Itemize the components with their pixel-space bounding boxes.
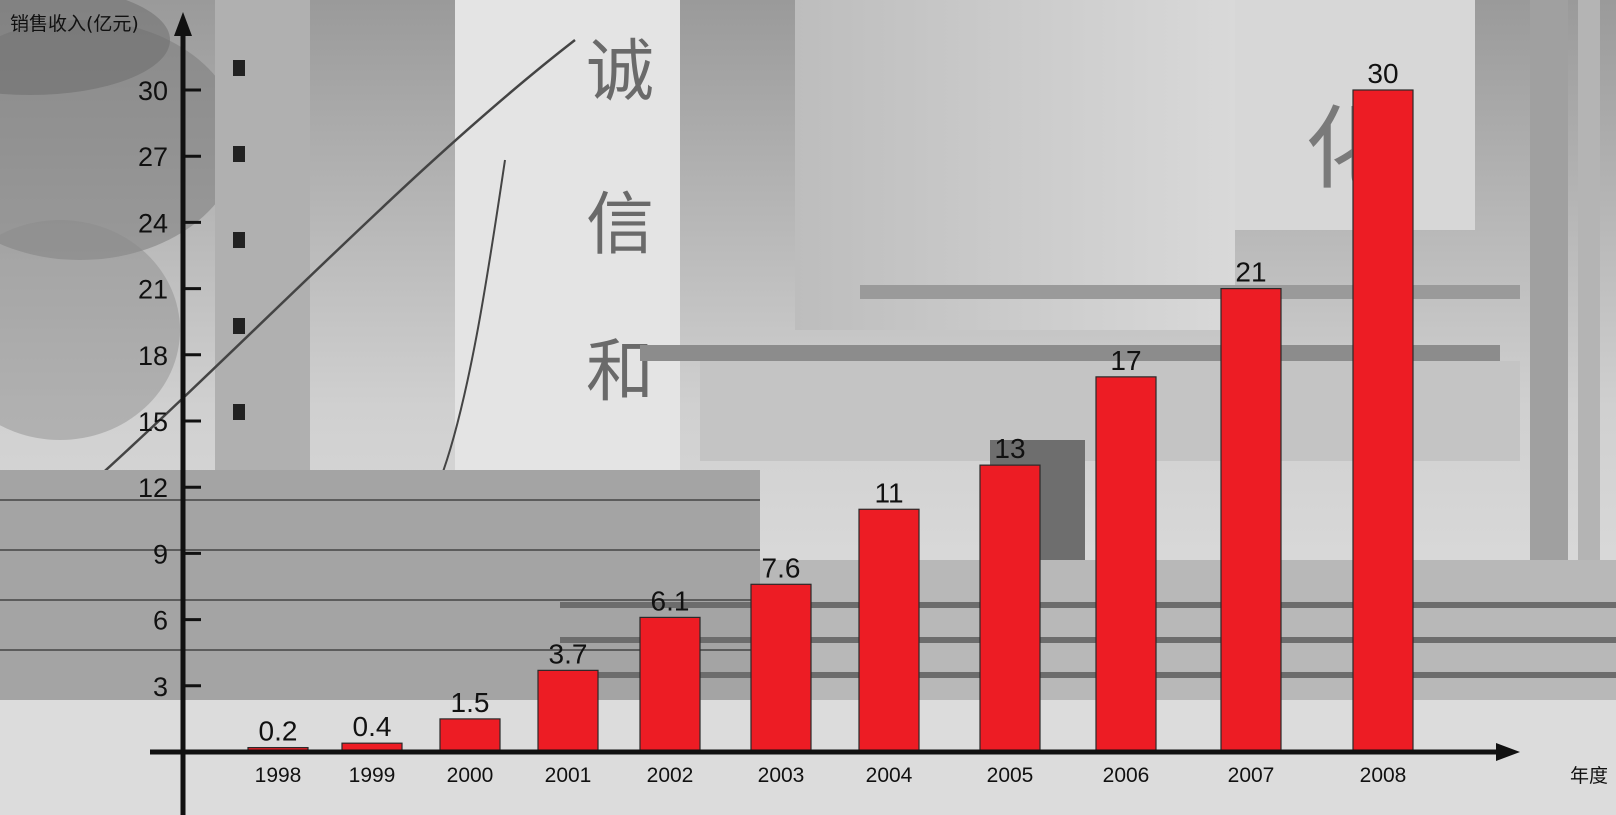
x-tick-2006: 2006 (1103, 764, 1150, 787)
y-tick-6: 6 (153, 606, 168, 636)
y-axis-arrow-icon (174, 12, 192, 36)
y-axis-title: 销售收入(亿元) (10, 13, 139, 35)
x-tick-2005: 2005 (987, 764, 1034, 787)
bar-2003 (750, 583, 812, 753)
bar-2008 (1352, 89, 1414, 753)
y-tick-24: 24 (138, 208, 168, 238)
svg-text:诚: 诚 (586, 33, 654, 112)
y-tick-3: 3 (153, 672, 168, 702)
data-label-2007: 21 (1235, 257, 1266, 288)
x-axis-arrow-icon (1496, 743, 1520, 761)
data-label-2000: 1.5 (451, 687, 490, 718)
x-tick-2007: 2007 (1228, 764, 1275, 787)
x-tick-2000: 2000 (447, 764, 494, 787)
y-tick-21: 21 (138, 275, 168, 305)
bars-layer: 0.2 0.4 1.5 3.7 6.1 7.6 11 13 17 21 30 (247, 58, 1414, 753)
svg-text:和: 和 (586, 333, 654, 412)
svg-text:信: 信 (586, 186, 654, 265)
data-label-1999: 0.4 (353, 711, 392, 742)
bar-2007 (1220, 288, 1282, 753)
y-tick-12: 12 (138, 473, 168, 503)
x-tick-2001: 2001 (545, 764, 592, 787)
y-tick-30: 30 (138, 76, 168, 106)
x-tick-1999: 1999 (349, 764, 396, 787)
data-label-2002: 6.1 (651, 585, 690, 616)
axes-layer: 1998 1999 2000 2001 2002 2003 2004 2005 2006 2007… (10, 12, 1608, 815)
data-label-2008: 30 (1367, 58, 1398, 89)
data-label-2006: 17 (1110, 345, 1141, 376)
bar-2006 (1095, 376, 1157, 753)
data-label-2001: 3.7 (549, 638, 588, 669)
x-tick-1998: 1998 (255, 764, 302, 787)
data-label-2005: 13 (994, 433, 1025, 464)
bar-2000 (439, 718, 501, 753)
y-tick-27: 27 (138, 142, 168, 172)
data-label-2003: 7.6 (762, 552, 801, 583)
bar-2002 (639, 616, 701, 753)
bar-2001 (537, 669, 599, 753)
data-label-2004: 11 (874, 477, 903, 508)
x-tick-2003: 2003 (758, 764, 805, 787)
data-label-1998: 0.2 (259, 716, 298, 747)
x-tick-2008: 2008 (1360, 764, 1407, 787)
bar-2005 (979, 464, 1041, 753)
x-tick-2004: 2004 (866, 764, 913, 787)
y-tick-18: 18 (138, 341, 168, 371)
y-tick-15: 15 (138, 407, 168, 437)
bar-2004 (858, 508, 920, 753)
y-tick-9: 9 (153, 539, 168, 569)
x-axis-title: 年度 (1570, 765, 1608, 787)
x-tick-2002: 2002 (647, 764, 694, 787)
